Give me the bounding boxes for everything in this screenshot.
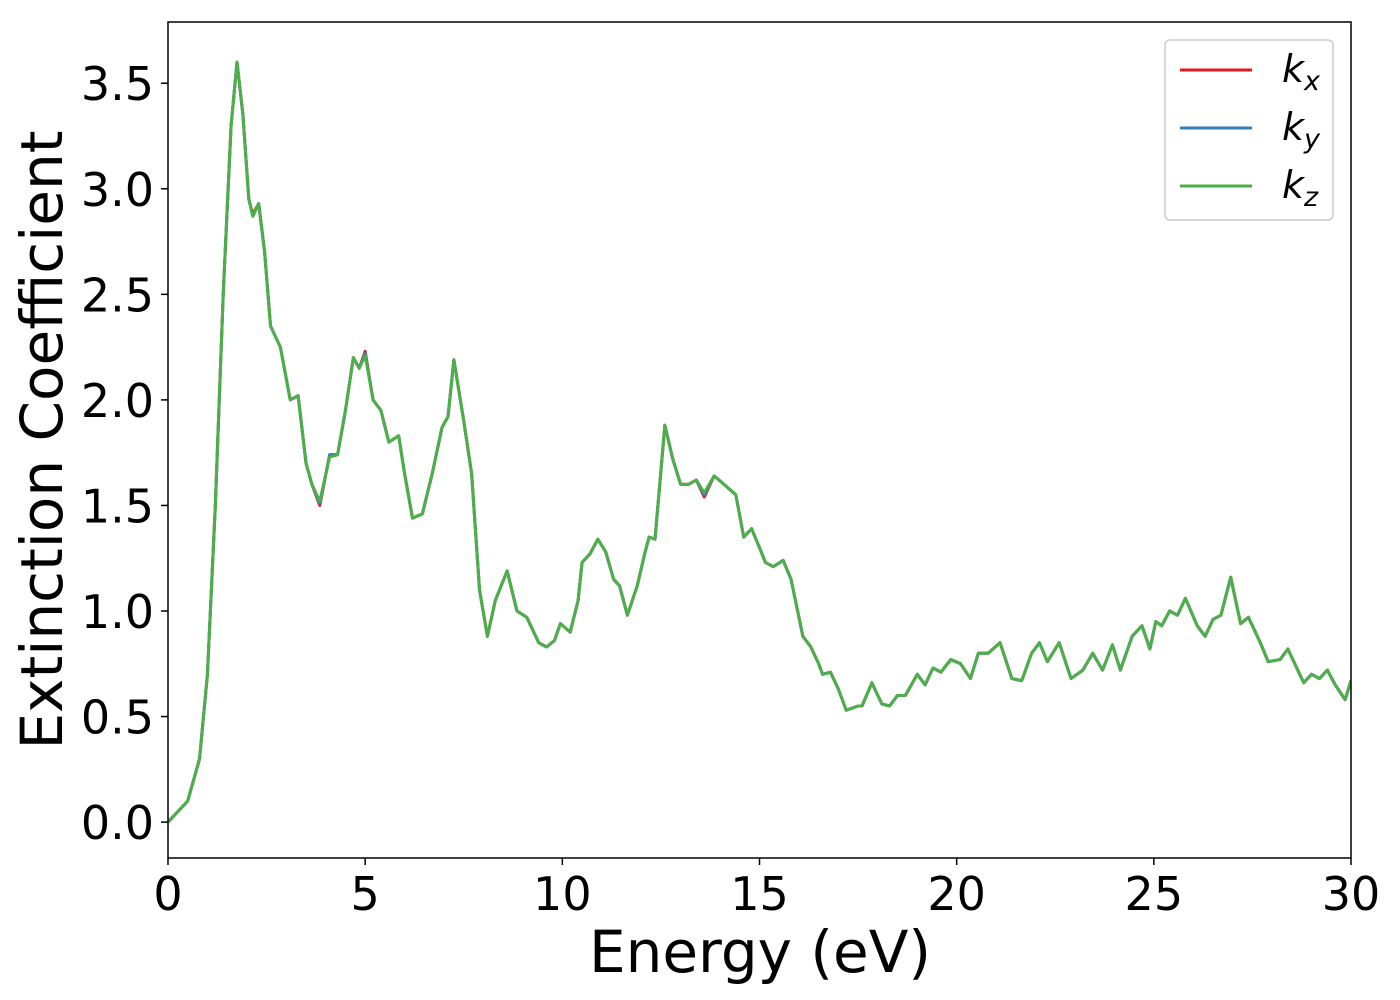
y-tick-label: 3.5 bbox=[81, 57, 154, 111]
x-axis-label: Energy (eV) bbox=[589, 918, 931, 986]
legend-label: ky bbox=[1282, 105, 1321, 155]
legend-label: kz bbox=[1282, 163, 1319, 213]
y-tick-label: 3.0 bbox=[81, 163, 154, 217]
y-tick-label: 1.5 bbox=[81, 479, 154, 533]
series-line bbox=[168, 60, 1351, 824]
x-tick-label: 25 bbox=[1125, 867, 1184, 921]
y-tick-label: 0.5 bbox=[81, 691, 154, 745]
y-tick-label: 2.5 bbox=[81, 268, 154, 322]
x-tick-label: 10 bbox=[533, 867, 592, 921]
x-tick-label: 5 bbox=[351, 867, 380, 921]
y-tick-label: 2.0 bbox=[81, 374, 154, 428]
y-tick-label: 0.0 bbox=[81, 796, 154, 850]
x-tick-label: 30 bbox=[1322, 867, 1381, 921]
y-tick-label: 1.0 bbox=[81, 585, 154, 639]
legend-label: kx bbox=[1282, 47, 1321, 97]
y-axis-label: Extinction Coefficient bbox=[8, 131, 76, 750]
x-tick-label: 20 bbox=[927, 867, 986, 921]
legend-box bbox=[1164, 39, 1334, 221]
plot-frame bbox=[167, 21, 1352, 859]
x-tick-label: 15 bbox=[730, 867, 789, 921]
x-tick-label: 0 bbox=[153, 867, 182, 921]
